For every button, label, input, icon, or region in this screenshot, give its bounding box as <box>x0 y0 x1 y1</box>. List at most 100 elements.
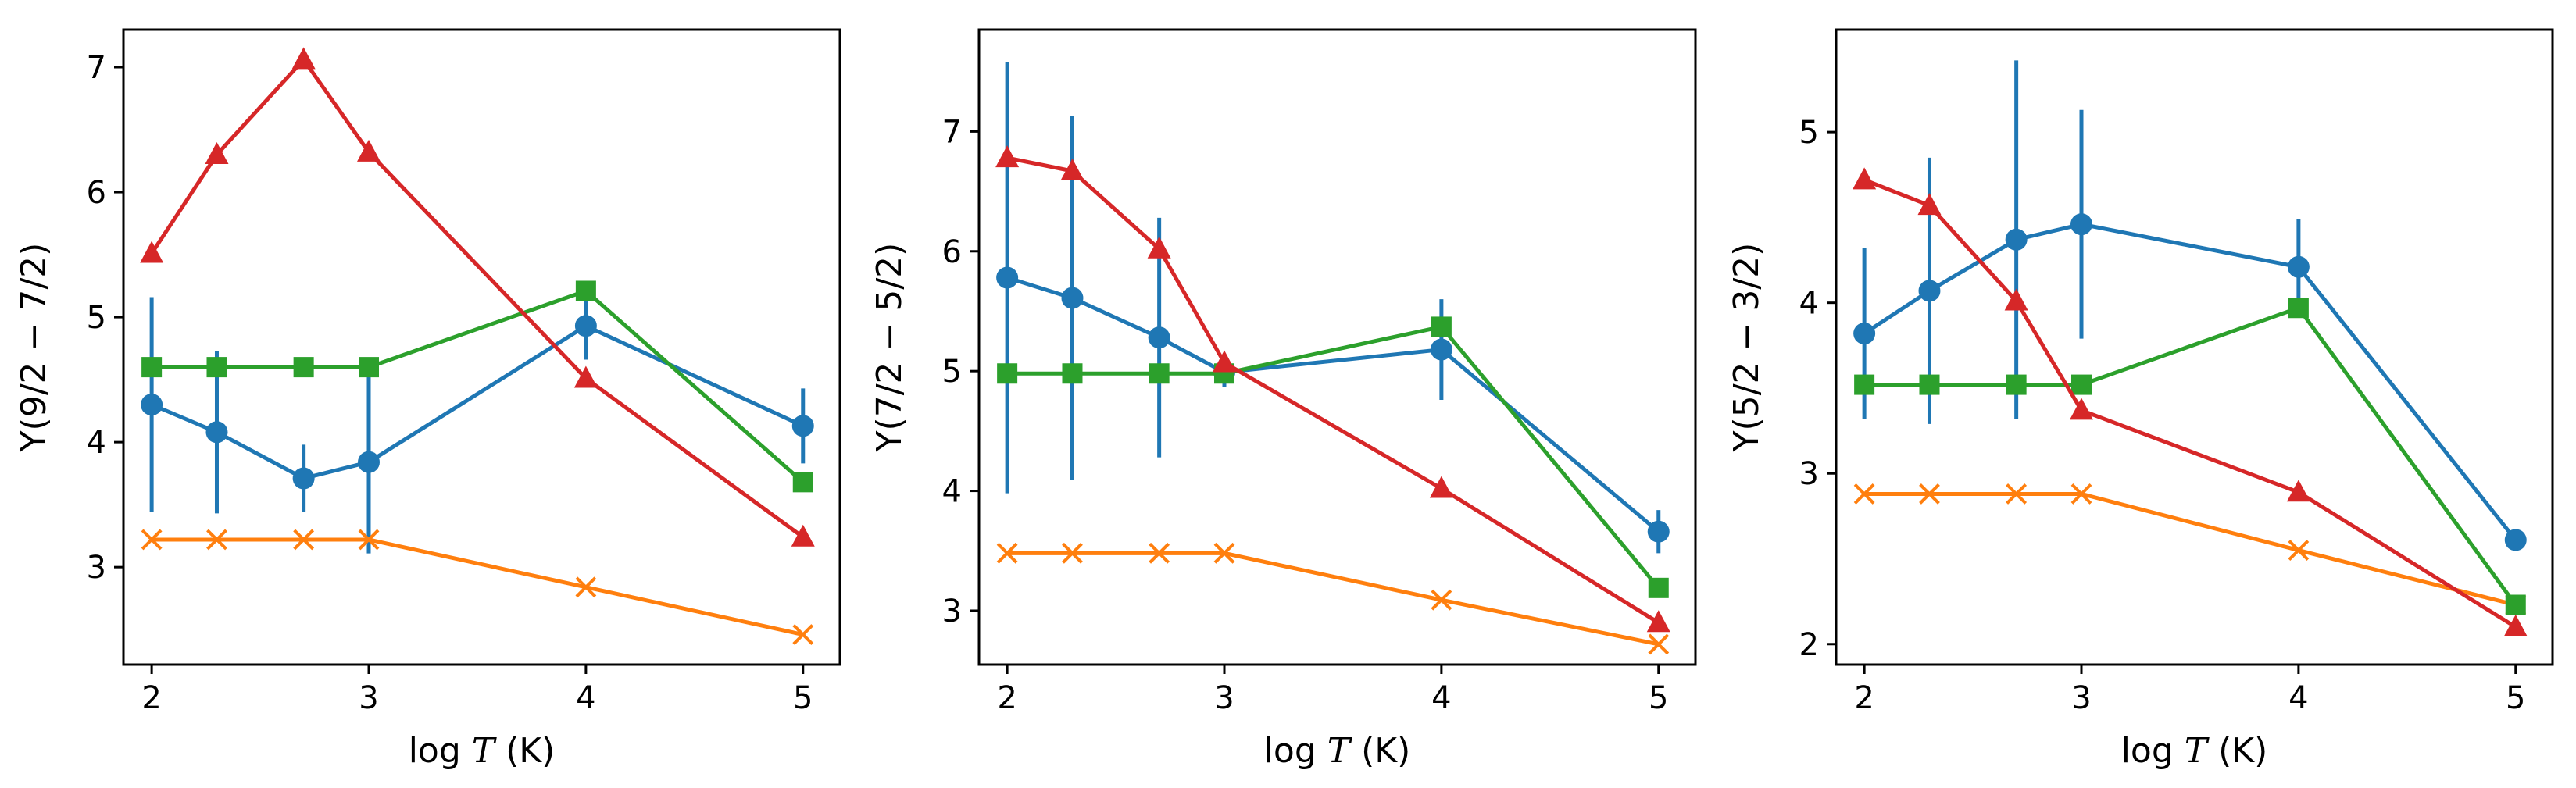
y-tick-label: 3 <box>1799 456 1819 492</box>
series-line <box>1863 222 2517 542</box>
y-tick-label: 3 <box>87 550 106 586</box>
series-line <box>1006 155 1660 625</box>
data-point <box>1213 350 1237 373</box>
x-tick-label: 4 <box>576 680 595 716</box>
x-axis-label-part: log <box>409 731 472 771</box>
data-point <box>1429 476 1453 498</box>
series-green <box>997 316 1669 598</box>
series-line <box>1864 305 2517 606</box>
x-axis-label-var: T <box>1327 731 1353 771</box>
y-tick-label: 4 <box>87 425 106 461</box>
data-point <box>575 280 596 301</box>
axes-frame <box>122 28 841 666</box>
series-line <box>152 288 805 484</box>
series-red <box>995 145 1670 633</box>
x-axis-label-part: (K) <box>2207 731 2267 771</box>
data-point <box>1919 483 1940 505</box>
chart-panel-2: 2 3 4 5 3 4 5 6 7 log T (K) Υ(7/2 − 5/2) <box>870 28 1697 771</box>
data-point <box>575 576 597 598</box>
data-point <box>2070 398 2094 420</box>
axes-frame <box>977 28 1697 666</box>
x-axis-label-part: log <box>1264 731 1327 771</box>
x-axis-label-var: T <box>2185 731 2210 771</box>
data-point <box>1148 326 1170 349</box>
data-point <box>359 357 380 378</box>
series-blue <box>141 292 814 554</box>
y-axis-label: Υ(5/2 − 3/2) <box>1727 243 1767 453</box>
x-tick-label: 2 <box>141 680 161 716</box>
x-axis-label-part: log <box>2121 731 2185 771</box>
data-point <box>1149 363 1170 384</box>
x-axis-label: log T (K) <box>409 731 556 771</box>
data-point <box>2287 255 2310 278</box>
data-point <box>1431 589 1452 611</box>
y-tick-label: 7 <box>942 114 962 150</box>
data-point <box>2071 374 2092 395</box>
plot-area <box>140 47 815 646</box>
data-point <box>2070 213 2093 236</box>
data-point <box>292 467 315 490</box>
y-tick-label: 4 <box>942 474 962 510</box>
chart-panel-1: 2 3 4 5 3 4 5 6 7 log T (K) Υ(9/2 − 7/2) <box>14 28 841 771</box>
x-tick-label: 2 <box>997 680 1016 716</box>
x-tick-label: 4 <box>1431 680 1451 716</box>
data-point <box>206 357 227 378</box>
data-point <box>1853 167 1877 190</box>
data-point <box>1431 316 1452 337</box>
data-point <box>291 47 316 70</box>
data-point <box>1646 610 1670 633</box>
series-blue <box>996 62 1670 554</box>
data-point <box>1854 374 1875 395</box>
data-point <box>791 524 815 547</box>
data-point <box>996 266 1019 289</box>
data-point <box>2286 480 2310 502</box>
data-point <box>2505 594 2526 615</box>
y-axis-label: Υ(7/2 − 5/2) <box>870 243 909 453</box>
x-tick-label: 3 <box>2071 680 2091 716</box>
data-point <box>1918 280 1941 302</box>
data-point <box>1853 323 1876 345</box>
series-line <box>1007 324 1660 590</box>
data-point <box>997 363 1018 384</box>
data-point <box>1060 159 1084 181</box>
data-point <box>293 357 314 378</box>
series-green <box>1854 298 2526 615</box>
data-point <box>792 624 814 646</box>
x-tick-label: 5 <box>793 680 813 716</box>
data-point <box>141 357 163 378</box>
data-point <box>573 365 598 388</box>
data-point <box>791 415 814 437</box>
series-line <box>150 57 805 539</box>
plot-area <box>995 62 1670 655</box>
series-red <box>140 47 815 547</box>
y-tick-label: 5 <box>942 354 962 390</box>
y-tick-label: 4 <box>1799 286 1819 322</box>
x-tick-label: 3 <box>359 680 378 716</box>
data-point <box>293 529 315 551</box>
x-axis-label-var: T <box>472 731 498 771</box>
y-tick-label: 7 <box>87 50 106 86</box>
data-point <box>206 529 227 551</box>
x-axis-label: log T (K) <box>2121 731 2268 771</box>
series-line <box>1863 177 2517 629</box>
data-point <box>2004 288 2028 311</box>
x-tick-label: 5 <box>2506 680 2525 716</box>
data-point <box>2005 228 2028 251</box>
y-axis-label: Υ(9/2 − 7/2) <box>14 243 54 453</box>
data-point <box>2006 374 2027 395</box>
data-point <box>358 451 381 473</box>
y-tick-label: 5 <box>87 300 106 336</box>
data-point <box>2070 483 2092 505</box>
y-tick-label: 6 <box>942 234 962 270</box>
data-point <box>2503 614 2528 636</box>
data-point <box>357 139 381 162</box>
data-point <box>1061 287 1084 309</box>
series-blue <box>1853 60 2527 551</box>
x-tick-label: 4 <box>2288 680 2308 716</box>
data-point <box>2288 540 2310 561</box>
data-point <box>2288 298 2309 319</box>
series-line <box>1864 491 2517 607</box>
series-line <box>1007 551 1660 647</box>
chart-panel-3: 2 3 4 5 2 3 4 5 log T (K) Υ(5/2 − 3/2) <box>1727 28 2554 771</box>
